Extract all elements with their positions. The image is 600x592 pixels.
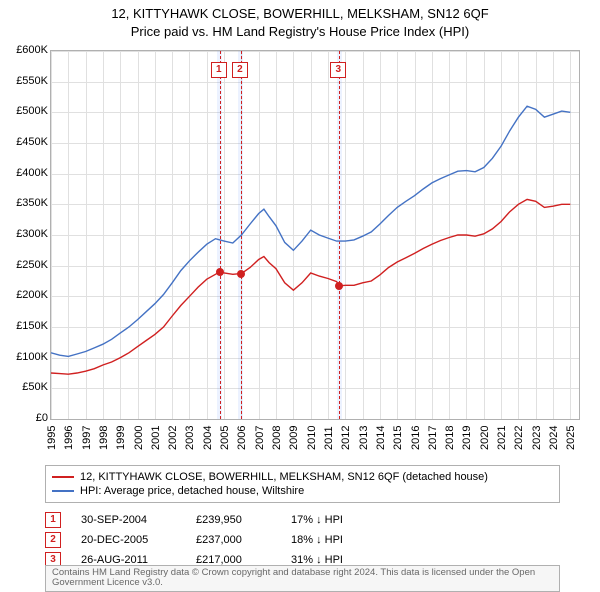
x-axis-label: 2014 [375,426,387,450]
x-axis-label: 1995 [46,426,58,450]
x-axis-label: 2008 [271,426,283,450]
y-axis-label: £550K [2,75,48,87]
x-axis-label: 2024 [548,426,560,450]
x-axis-label: 2002 [167,426,179,450]
x-axis-label: 2022 [513,426,525,450]
x-axis-label: 2011 [323,426,335,450]
chart-container: 12, KITTYHAWK CLOSE, BOWERHILL, MELKSHAM… [0,0,600,590]
event-delta: 17% ↓ HPI [291,514,391,526]
event-row: 2 20-DEC-2005 £237,000 18% ↓ HPI [45,530,560,550]
event-dot [216,268,224,276]
event-price: £239,950 [196,514,271,526]
legend-label: HPI: Average price, detached house, Wilt… [80,485,304,497]
x-axis-label: 2010 [306,426,318,450]
legend-row: 12, KITTYHAWK CLOSE, BOWERHILL, MELKSHAM… [52,470,553,484]
x-axis-label: 2016 [410,426,422,450]
x-axis-label: 2004 [202,426,214,450]
series-line [51,199,570,374]
x-axis-label: 2009 [288,426,300,450]
x-axis-label: 2006 [236,426,248,450]
attribution-footer: Contains HM Land Registry data © Crown c… [45,565,560,592]
y-axis-label: £300K [2,228,48,240]
series-line [51,106,570,356]
legend-box: 12, KITTYHAWK CLOSE, BOWERHILL, MELKSHAM… [45,465,560,503]
chart-plot-area [50,50,580,420]
y-axis-label: £250K [2,259,48,271]
event-delta: 18% ↓ HPI [291,534,391,546]
event-price: £237,000 [196,534,271,546]
legend-row: HPI: Average price, detached house, Wilt… [52,484,553,498]
y-axis-label: £0 [2,412,48,424]
event-row: 1 30-SEP-2004 £239,950 17% ↓ HPI [45,510,560,530]
x-axis-label: 1996 [63,426,75,450]
y-axis-label: £450K [2,136,48,148]
y-axis-label: £500K [2,105,48,117]
event-badge: 2 [45,532,61,548]
x-axis-label: 1999 [115,426,127,450]
x-axis-label: 2019 [461,426,473,450]
x-axis-label: 2003 [184,426,196,450]
x-axis-label: 2015 [392,426,404,450]
x-axis-label: 2001 [150,426,162,450]
x-axis-label: 2017 [427,426,439,450]
event-marker-badge: 2 [232,62,248,78]
x-axis-label: 1997 [81,426,93,450]
x-axis-label: 2018 [444,426,456,450]
y-axis-label: £100K [2,351,48,363]
event-marker-badge: 3 [330,62,346,78]
x-axis-label: 1998 [98,426,110,450]
x-axis-label: 2025 [565,426,577,450]
y-axis-label: £600K [2,44,48,56]
y-axis-label: £200K [2,289,48,301]
events-table: 1 30-SEP-2004 £239,950 17% ↓ HPI 2 20-DEC-200… [45,510,560,570]
y-axis-label: £150K [2,320,48,332]
event-date: 30-SEP-2004 [81,514,176,526]
y-axis-label: £50K [2,381,48,393]
event-marker-badge: 1 [211,62,227,78]
series-svg [51,51,579,419]
x-axis-label: 2005 [219,426,231,450]
title-address: 12, KITTYHAWK CLOSE, BOWERHILL, MELKSHAM… [0,5,600,23]
x-axis-label: 2020 [479,426,491,450]
y-axis-label: £400K [2,167,48,179]
x-axis-label: 2013 [358,426,370,450]
x-axis-label: 2012 [340,426,352,450]
legend-label: 12, KITTYHAWK CLOSE, BOWERHILL, MELKSHAM… [80,471,488,483]
legend-swatch [52,490,74,492]
y-axis-label: £350K [2,197,48,209]
x-axis-label: 2007 [254,426,266,450]
x-axis-label: 2000 [133,426,145,450]
x-axis-label: 2023 [531,426,543,450]
title-subtitle: Price paid vs. HM Land Registry's House … [0,23,600,41]
legend-swatch [52,476,74,478]
x-axis-label: 2021 [496,426,508,450]
title-block: 12, KITTYHAWK CLOSE, BOWERHILL, MELKSHAM… [0,0,600,40]
event-badge: 1 [45,512,61,528]
event-dot [237,270,245,278]
event-date: 20-DEC-2005 [81,534,176,546]
event-dot [335,282,343,290]
